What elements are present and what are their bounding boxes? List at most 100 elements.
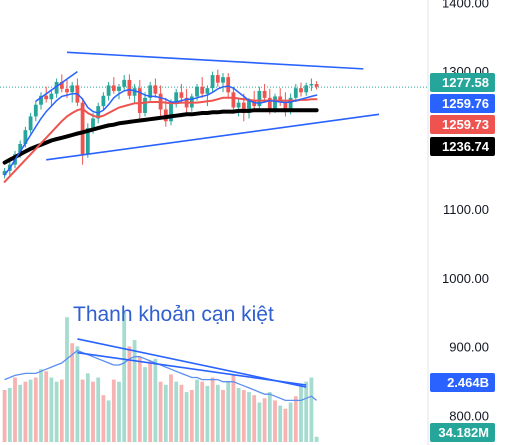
price-badge [430,115,495,134]
price-badge [430,137,495,156]
volume-bar [273,400,277,442]
volume-bar [106,400,111,442]
volume-bar [215,384,220,442]
volume-bar [158,381,163,442]
candle-body [59,81,64,89]
price-badge [430,73,495,92]
volume-bar [293,396,298,442]
volume-bar [127,346,132,442]
candle-body [299,88,303,93]
candle-body [153,85,158,94]
volume-bar [96,377,101,442]
candle-body [262,90,267,98]
candle-body [91,118,95,129]
candle-body [33,104,38,117]
volume-bar [44,371,49,442]
candle-body [23,130,28,144]
volume-bar [70,343,75,442]
volume-bar [169,374,173,442]
volume-bar [65,317,69,442]
trendline [66,51,364,70]
volume-bar [49,377,54,442]
volume-bar [54,381,59,442]
annotation-text: Thanh khoản cạn kiệt [73,303,274,326]
volume-bar [18,384,23,442]
volume-bar [200,381,205,442]
candle-body [231,92,236,108]
candle-body [65,88,69,93]
candle-body [54,81,59,94]
moving-average-line [2,108,319,165]
volume-bar [91,381,95,442]
volume-bar [75,346,80,442]
volume-bar [283,408,288,442]
volume-bar [39,369,43,442]
volume-bar [28,379,33,442]
price-badge-label: 1277.58 [442,75,489,90]
volume-bar [184,392,189,442]
price-tick-label: 1000.00 [442,271,489,286]
candle-body [101,95,106,107]
price-badge [430,94,495,113]
volume-bar [189,390,194,442]
volume-bar [304,381,309,442]
volume-bar [231,375,236,442]
volume-bar [143,367,147,442]
volume-bar [13,377,17,442]
volume-bar [122,312,127,442]
candle-body [70,85,75,93]
price-tick-label: 900.00 [449,340,489,355]
volume-bar [195,379,199,442]
candle-body [137,88,142,113]
volume-bar [262,398,267,442]
candle-body [200,86,205,94]
trendlines [35,51,380,388]
volume-bar [257,402,262,442]
volume-bar [226,381,231,442]
volume-bar [132,340,137,442]
volume-bar [33,377,38,442]
candle-body [39,95,43,105]
candle-body [205,88,210,94]
candle-body [143,97,147,113]
volume-bar [174,381,179,442]
price-tick-label: 1100.00 [443,202,489,217]
volume-bar [2,390,7,442]
candle-body [210,75,215,89]
moving-average-line [3,85,318,176]
price-badge-label: 1259.73 [442,117,489,132]
candle-body [257,90,262,107]
volume-bar [137,356,142,442]
candle-body [267,97,272,111]
candle-body [117,86,121,91]
volume-bar [111,379,116,442]
volume-bar [221,390,225,442]
candle-body [44,95,49,100]
volume-bar [299,384,303,442]
volume-bar [7,387,12,442]
volume-bar [85,373,90,442]
candle-body [236,102,241,108]
volume-bar [247,392,251,442]
volume-bar [236,387,241,442]
volume-bar [23,381,28,442]
trendline [77,351,307,386]
candle-body [174,92,179,103]
candles [2,69,319,179]
candle-body [132,88,137,96]
candle-body [28,116,33,131]
candle-body [85,128,90,155]
volume-bar [309,377,314,442]
candle-body [195,86,199,97]
trendline [35,70,78,102]
candle-body [122,79,127,87]
price-tick-label: 1400.00 [442,0,489,10]
volume-bar [163,384,168,442]
price-badge-label: 1236.74 [442,139,490,154]
volume-bar [59,379,64,442]
candle-body [304,85,309,93]
volume-bar [117,381,121,442]
candle-body [18,143,23,155]
volume-bar [252,395,257,442]
